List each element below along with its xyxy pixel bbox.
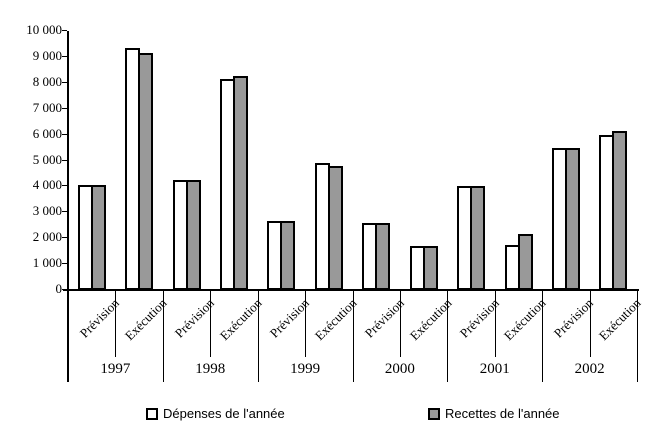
x-axis-year-label: 1998 [195,361,226,377]
x-axis-year-label: 2001 [479,361,510,377]
subcategory-separator-line [494,290,496,357]
y-axis-tick [62,55,67,57]
y-axis-tick [62,263,67,265]
year-separator-line [637,290,638,382]
y-axis-tick-label: 9 000 [32,47,62,63]
year-separator-line [352,290,354,382]
y-axis-tick [62,237,67,239]
y-axis-tick [62,289,67,290]
subcategory-separator-line [305,290,307,357]
year-separator-line [68,290,69,382]
y-axis-tick-label: 5 000 [32,151,62,167]
y-axis-tick [62,185,67,187]
bar-recettes [90,185,106,290]
x-axis-year-label: 2000 [384,361,415,377]
subcategory-separator-line [399,290,401,357]
legend-label-depenses: Dépenses de l'année [163,406,285,421]
bar-recettes [612,131,628,290]
bar-recettes [564,148,580,290]
year-separator-line [162,290,164,382]
y-axis-tick-label: 8 000 [32,73,62,89]
y-axis-tick [62,107,67,109]
y-axis-tick [62,30,67,31]
y-axis-tick [62,81,67,83]
bar-recettes [470,186,485,290]
y-axis-tick-label: 1 000 [32,255,62,271]
y-axis-tick-label: 4 000 [32,177,62,193]
year-separator-line [257,290,259,382]
bar-recettes [327,166,343,290]
subcategory-separator-line [589,290,591,357]
subcategory-separator-line [210,290,212,357]
legend-item-depenses: Dépenses de l'année [146,406,285,421]
bar-recettes [280,221,296,290]
legend-label-recettes: Recettes de l'année [445,406,560,421]
y-axis-line [67,31,69,382]
y-axis-tick-label: 0 [55,281,63,296]
y-axis-tick-label: 3 000 [32,203,62,219]
bar-recettes [422,246,438,290]
bar-recettes [375,223,391,290]
x-axis-year-label: 1997 [100,361,131,377]
bar-recettes [138,53,154,290]
y-axis-tick-label: 7 000 [32,99,62,115]
subcategory-separator-line [115,290,117,357]
x-axis-line [63,289,639,291]
year-separator-line [542,290,544,382]
legend-swatch-depenses [146,407,158,420]
y-axis-tick [62,133,67,135]
bar-recettes [185,180,201,290]
bar-recettes [517,234,533,290]
x-axis-year-label: 2002 [574,361,605,377]
y-axis-tick [62,211,67,213]
year-separator-line [447,290,449,382]
y-axis-tick [62,159,67,161]
legend-swatch-recettes [428,407,440,420]
x-axis-year-label: 1999 [290,361,321,377]
bar-recettes [233,76,248,290]
y-axis-tick-label: 6 000 [32,125,62,141]
y-axis-tick-label: 2 000 [32,229,62,245]
legend-item-recettes: Recettes de l'année [428,406,560,421]
y-axis-tick-label: 10 000 [26,22,62,37]
